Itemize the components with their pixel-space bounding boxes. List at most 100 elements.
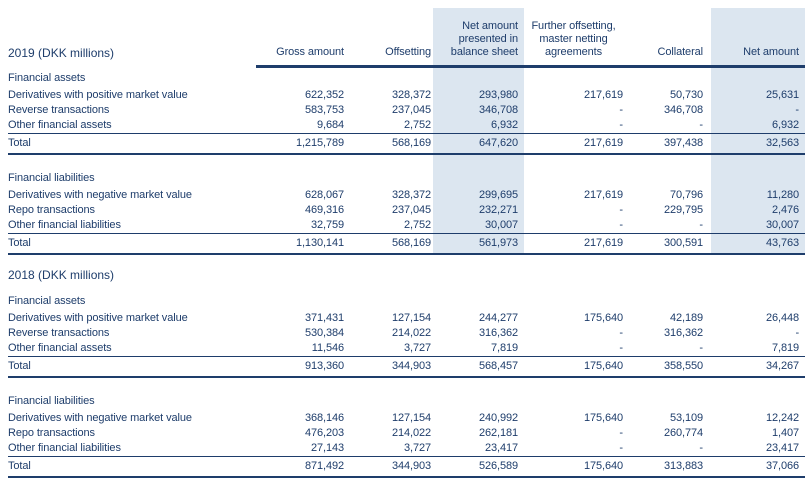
- empty-cell: [256, 166, 346, 188]
- section-spacer-row: [8, 154, 805, 166]
- cell-value: 328,372: [391, 89, 431, 101]
- cell-value: 70,796: [669, 189, 703, 201]
- cell-value: 368,146: [304, 412, 344, 424]
- cell-value: 469,316: [304, 204, 344, 216]
- total-value: 568,169: [346, 232, 433, 255]
- cell-value: 27,143: [310, 441, 344, 454]
- total-value: 313,883: [626, 455, 711, 478]
- cell-value: 240,992: [478, 412, 518, 424]
- column-header: Collateral: [626, 8, 711, 68]
- cell-value: 26,448: [766, 312, 800, 324]
- cell-value: 346,708: [433, 103, 524, 118]
- cell-value: -: [619, 441, 623, 454]
- cell-value: 622,352: [304, 89, 344, 101]
- cell-value: 175,640: [583, 412, 623, 424]
- cell-value: -: [619, 118, 623, 131]
- row-label: Other financial assets: [8, 341, 112, 354]
- total-value: 871,492: [256, 455, 346, 478]
- total-value: 175,640: [524, 355, 626, 378]
- total-value: 1,130,141: [256, 232, 346, 255]
- total-value: 175,640: [524, 455, 626, 478]
- total-row: Total 913,360 344,903 568,457 175,640 358,550…: [8, 355, 806, 378]
- total-value: 344,903: [346, 355, 433, 378]
- cell-value: 23,417: [484, 441, 518, 454]
- cell-value: 214,022: [391, 427, 431, 439]
- empty-cell: [256, 389, 346, 411]
- total-value: 568,169: [346, 132, 433, 155]
- row-label: Derivatives with positive market value: [8, 312, 188, 324]
- total-value: 913,360: [256, 355, 346, 378]
- cell-value: -: [619, 427, 623, 439]
- cell-value: 11,546: [311, 341, 344, 354]
- cell-value: 237,045: [391, 104, 431, 116]
- cell-value: 12,242: [766, 412, 800, 424]
- cell-value: 583,753: [304, 104, 344, 116]
- table-row: Repo transactions 469,316 237,045 232,271 - 2…: [8, 203, 805, 218]
- total-value: 397,438: [626, 132, 711, 155]
- cell-value: 214,022: [391, 327, 431, 339]
- spacer-cell: [433, 154, 524, 166]
- total-value: 568,457: [433, 355, 524, 378]
- empty-cell: [626, 289, 711, 311]
- empty-cell: [433, 289, 524, 311]
- row-label: Other financial assets: [8, 118, 112, 131]
- table-row: Derivatives with negative market value 36…: [8, 411, 805, 426]
- column-header: Offsetting: [346, 8, 433, 68]
- cell-value: 217,619: [583, 189, 623, 201]
- cell-value: 25,631: [711, 88, 805, 103]
- total-label: Total: [8, 455, 256, 478]
- offsetting-table-2018: 2018 (DKK millions) Financial assets Deriv…: [8, 262, 806, 478]
- column-header: Gross amount: [256, 8, 346, 68]
- spacer-cell: [524, 154, 626, 166]
- cell-value: 244,277: [478, 312, 518, 324]
- cell-value: 530,384: [304, 327, 344, 339]
- total-row: Total 1,130,141 568,169 561,973 217,619 300,5…: [8, 232, 805, 255]
- total-value: 217,619: [524, 232, 626, 255]
- cell-value: 237,045: [391, 204, 431, 216]
- row-label: Derivatives with negative market value: [8, 412, 192, 424]
- cell-value: 175,640: [583, 312, 623, 324]
- cell-value: 2,752: [403, 118, 431, 131]
- table-row: Other financial liabilities 32,759 2,752 30…: [8, 218, 805, 233]
- row-label: Derivatives with positive market value: [8, 89, 188, 101]
- cell-value: 3,727: [403, 441, 431, 454]
- cell-value: -: [699, 218, 703, 231]
- cell-value: 316,362: [663, 327, 703, 339]
- cell-value: 30,007: [711, 218, 805, 233]
- empty-cell: [433, 166, 524, 188]
- empty-cell: [524, 166, 626, 188]
- empty-cell: [626, 166, 711, 188]
- year-label: 2019 (DKK millions): [8, 46, 115, 60]
- empty-cell: [524, 289, 626, 311]
- spacer-cell: [433, 377, 524, 389]
- total-value: 1,215,789: [256, 132, 346, 155]
- cell-value: 316,362: [478, 327, 518, 339]
- spacer-cell: [256, 377, 346, 389]
- column-header: Net amount: [711, 8, 805, 68]
- empty-cell: [626, 389, 711, 411]
- empty-cell: [626, 66, 711, 88]
- cell-value: -: [619, 341, 623, 354]
- spacer-cell: [626, 154, 711, 166]
- empty-cell: [433, 66, 524, 88]
- cell-value: 346,708: [663, 104, 703, 116]
- empty-cell: [711, 66, 805, 88]
- empty-cell: [346, 289, 433, 311]
- cell-value: 328,372: [391, 189, 431, 201]
- table-row: Reverse transactions 583,753 237,045 346,70…: [8, 103, 805, 118]
- section-header-row: Financial liabilities: [8, 389, 805, 411]
- cell-value: 217,619: [583, 89, 623, 101]
- column-header: Further offsetting, master netting agree…: [524, 8, 626, 68]
- cell-value: 1,407: [772, 427, 800, 439]
- spacer-cell: [524, 377, 626, 389]
- spacer-cell: [711, 377, 805, 389]
- cell-value: 30,007: [433, 218, 524, 233]
- cell-value: -: [795, 327, 800, 339]
- empty-cell: [711, 289, 805, 311]
- cell-value: -: [699, 118, 703, 131]
- spacer-cell: [256, 154, 346, 166]
- cell-value: 232,271: [433, 203, 524, 218]
- cell-value: 6,932: [711, 118, 805, 133]
- section-title: Financial assets: [8, 72, 86, 84]
